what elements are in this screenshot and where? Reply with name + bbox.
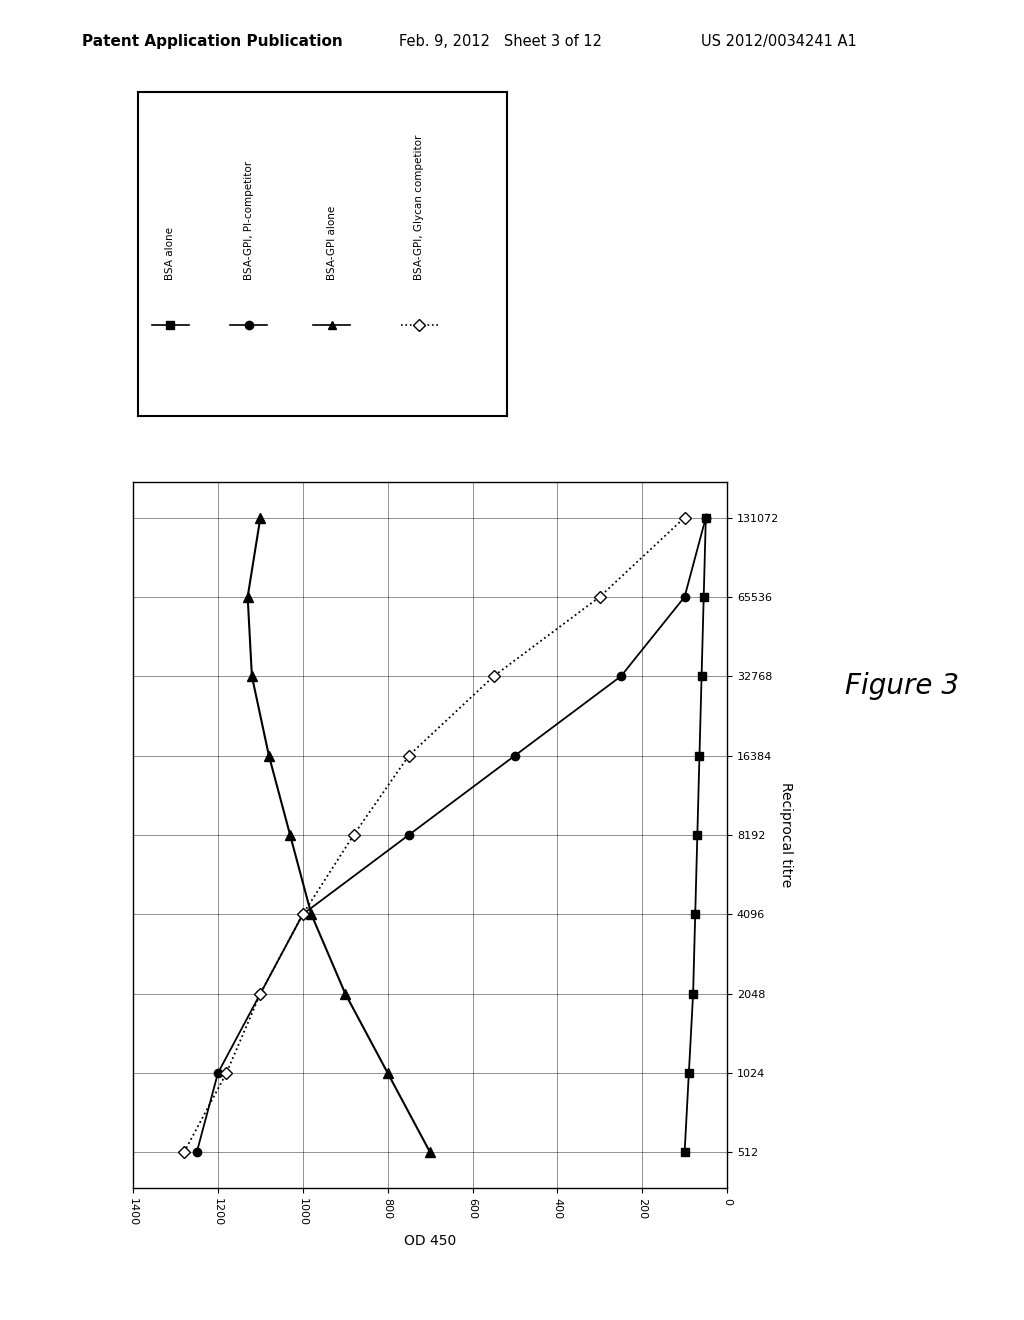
X-axis label: OD 450: OD 450 — [403, 1234, 457, 1249]
Text: BSA-GPI alone: BSA-GPI alone — [327, 206, 337, 280]
Text: Feb. 9, 2012   Sheet 3 of 12: Feb. 9, 2012 Sheet 3 of 12 — [399, 34, 602, 49]
Text: Patent Application Publication: Patent Application Publication — [82, 34, 343, 49]
Text: BSA-GPI, Glycan competitor: BSA-GPI, Glycan competitor — [415, 135, 424, 280]
Text: BSA-GPI, PI-competitor: BSA-GPI, PI-competitor — [244, 161, 254, 280]
Y-axis label: Reciprocal titre: Reciprocal titre — [779, 783, 793, 887]
Text: BSA alone: BSA alone — [166, 227, 175, 280]
Text: Figure 3: Figure 3 — [845, 672, 958, 701]
Text: US 2012/0034241 A1: US 2012/0034241 A1 — [701, 34, 857, 49]
